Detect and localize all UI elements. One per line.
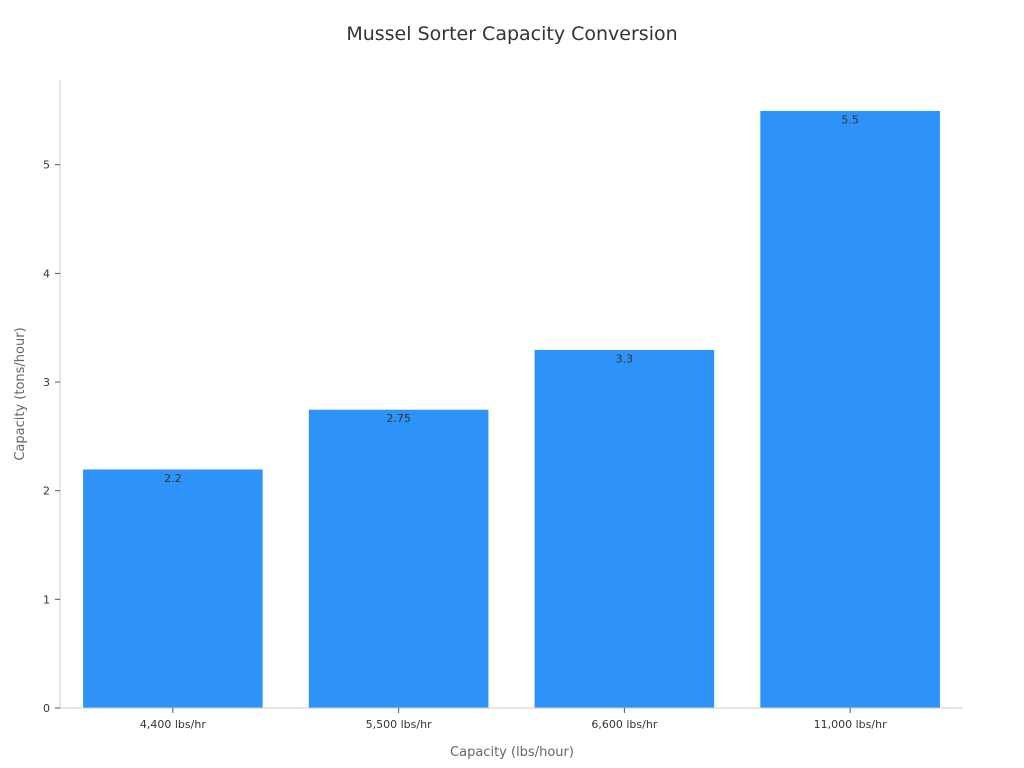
x-tick-label: 11,000 lbs/hr xyxy=(814,718,887,731)
x-axis-label: Capacity (lbs/hour) xyxy=(450,745,574,760)
bar xyxy=(82,468,264,709)
y-tick-label: 3 xyxy=(43,376,50,389)
data-label: 5.5 xyxy=(841,113,859,126)
y-tick-label: 2 xyxy=(43,485,50,498)
data-label: 3.3 xyxy=(616,352,634,365)
data-label: 2.2 xyxy=(164,472,182,485)
y-axis-label: Capacity (tons/hour) xyxy=(13,327,28,460)
y-tick-label: 4 xyxy=(43,267,50,280)
data-label: 2.75 xyxy=(386,412,411,425)
chart-title: Mussel Sorter Capacity Conversion xyxy=(346,23,677,45)
y-tick-label: 0 xyxy=(43,702,50,715)
plot-area: 2.2 2.75 3.3 5.5 xyxy=(82,109,941,709)
x-axis: 4,400 lbs/hr 5,500 lbs/hr 6,600 lbs/hr 11,0… xyxy=(140,708,887,731)
bar xyxy=(759,109,941,709)
x-tick-label: 5,500 lbs/hr xyxy=(366,718,432,731)
x-tick-label: 6,600 lbs/hr xyxy=(591,718,657,731)
y-tick-label: 1 xyxy=(43,593,50,606)
y-tick-label: 5 xyxy=(43,159,50,172)
y-axis: 0 1 2 3 4 5 xyxy=(43,159,60,715)
bar xyxy=(307,408,490,709)
x-tick-label: 4,400 lbs/hr xyxy=(140,718,206,731)
bar xyxy=(533,348,716,709)
